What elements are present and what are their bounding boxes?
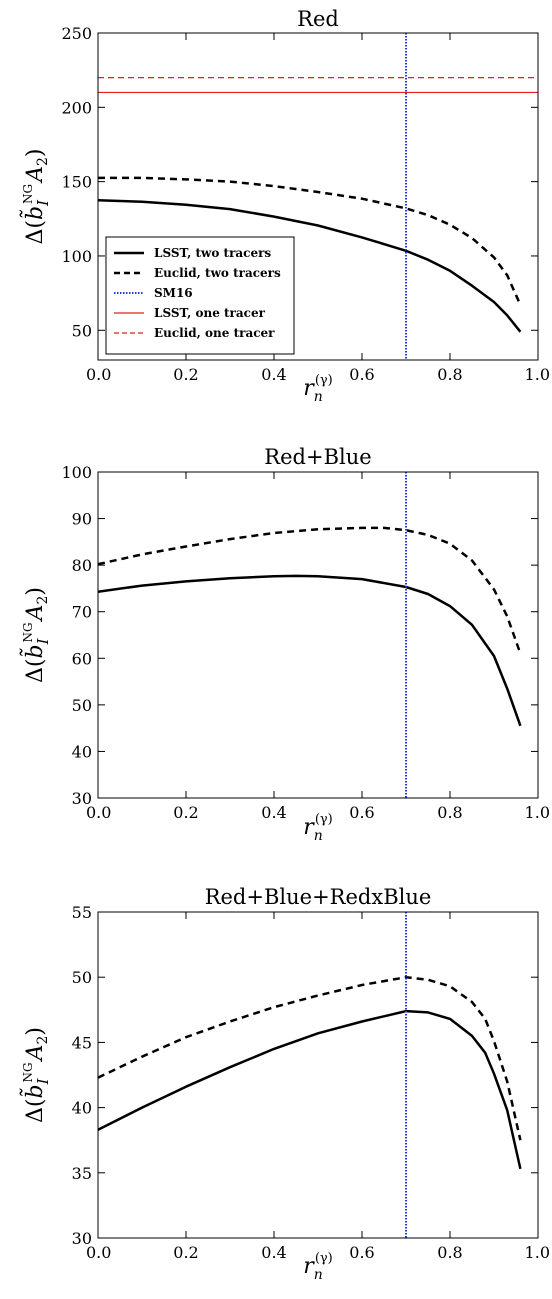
y-tick-label: 35: [72, 1164, 92, 1183]
panel-title: Red+Blue+RedxBlue: [205, 885, 432, 909]
x-tick-label: 0.2: [173, 1243, 198, 1262]
svg-text:Δ(b̃INGA2): Δ(b̃INGA2): [18, 1027, 52, 1123]
panel-title: Red+Blue: [264, 445, 371, 469]
axes-frame: [97, 32, 539, 361]
y-tick-label: 150: [61, 173, 92, 192]
x-tick-label: 1.0: [525, 1243, 550, 1262]
legend-box: [105, 236, 295, 355]
x-axis-label: rn(γ): [303, 812, 332, 844]
y-tick-label: 50: [72, 696, 92, 715]
series-line-1: [98, 198, 522, 333]
y-tick-label: 40: [72, 1099, 92, 1118]
series-line-2: [98, 526, 522, 655]
y-axis-label: Δ(b̃INGA2): [18, 148, 52, 244]
axes-frame: [97, 471, 539, 799]
y-tick-label: 100: [61, 247, 92, 266]
x-tick-label: 0.4: [261, 803, 286, 822]
svg-text:Δ(b̃INGA2): Δ(b̃INGA2): [18, 148, 52, 244]
y-tick-label: 45: [72, 1033, 92, 1052]
panel-3: Red+Blue+RedxBlue 0.0 0.2 0.4 0.6 0.8 1.0 30 35 4…: [18, 885, 550, 1283]
x-tick-label: 0.0: [86, 365, 111, 384]
legend-label: Euclid, one tracer: [154, 326, 275, 340]
y-tick-label: 100: [61, 463, 92, 482]
x-axis-label: rn(γ): [303, 373, 332, 405]
y-axis-label: Δ(b̃INGA2): [18, 1027, 52, 1123]
y-tick-label: 250: [61, 24, 92, 43]
legend-label: SM16: [154, 286, 193, 300]
y-tick-label: 40: [72, 742, 92, 761]
x-tick-label: 0.4: [261, 1243, 286, 1262]
plot-area: [98, 33, 538, 360]
y-tick-label: 90: [72, 510, 92, 529]
legend-label: Euclid, two tracers: [154, 266, 281, 280]
x-tick-label: 0.2: [173, 803, 198, 822]
x-tick-label: 0.6: [349, 365, 374, 384]
plot-area: [98, 472, 522, 798]
series-line-1: [98, 574, 522, 727]
axes-frame: [97, 911, 539, 1239]
x-axis-label: rn(γ): [303, 1251, 332, 1283]
x-tick-label: 0.2: [173, 365, 198, 384]
x-tick-label: 0.8: [437, 803, 462, 822]
panel-2: Red+Blue 0.0 0.2 0.4 0.6 0.8 1.0 30 40 50 60 70 80 90…: [18, 445, 550, 844]
x-tick-label: 1.0: [525, 365, 550, 384]
y-tick-label: 60: [72, 649, 92, 668]
legend-label: LSST, two tracers: [154, 246, 271, 260]
y-tick-label: 55: [72, 903, 92, 922]
x-tick-label: 0.8: [437, 1243, 462, 1262]
x-tick-label: 0.6: [349, 1243, 374, 1262]
x-tick-label: 0.0: [86, 1243, 111, 1262]
series-line-1: [98, 1009, 522, 1170]
x-tick-label: 0.8: [437, 365, 462, 384]
x-tick-label: 0.0: [86, 803, 111, 822]
x-tick-label: 1.0: [525, 803, 550, 822]
y-tick-label: 50: [72, 321, 92, 340]
y-tick-label: 80: [72, 556, 92, 575]
y-axis-label: Δ(b̃INGA2): [18, 587, 52, 683]
x-tick-label: 0.6: [349, 803, 374, 822]
panel-title: Red: [297, 7, 339, 31]
y-tick-label: 30: [72, 789, 92, 808]
plot-area: [98, 912, 522, 1238]
x-tick-label: 0.4: [261, 365, 286, 384]
y-tick-label: 70: [72, 603, 92, 622]
panel-1: Red 0.0 0.2 0.4 0.6 0.8 1.0 50 100 150 200 250 rn(γ)…: [18, 7, 550, 405]
y-tick-label: 200: [61, 98, 92, 117]
legend: LSST, two tracers Euclid, two tracers SM16…: [105, 236, 295, 355]
y-tick-label: 30: [72, 1229, 92, 1248]
svg-text:Δ(b̃INGA2): Δ(b̃INGA2): [18, 587, 52, 683]
legend-label: LSST, one tracer: [154, 306, 266, 320]
y-tick-label: 50: [72, 968, 92, 987]
series-line-2: [98, 975, 522, 1141]
